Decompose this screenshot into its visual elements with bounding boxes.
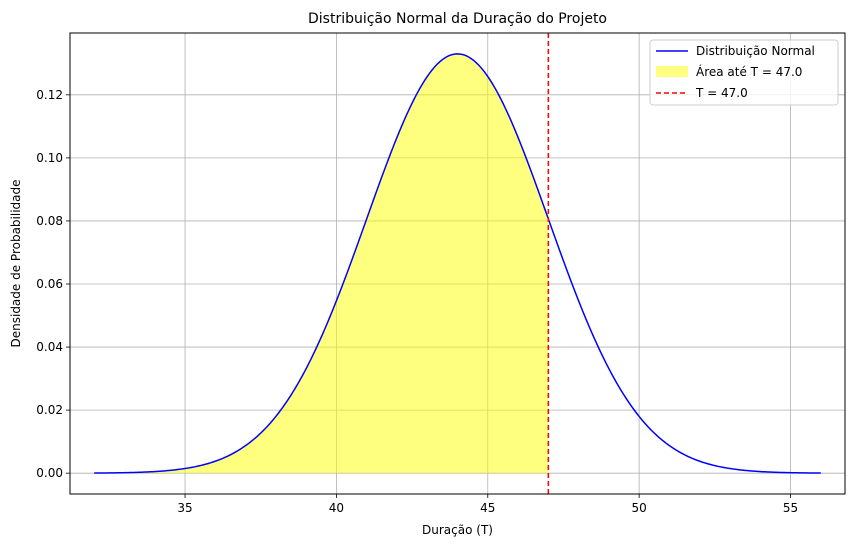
legend-label-area: Área até T = 47.0 (696, 64, 802, 79)
legend: Distribuição Normal Área até T = 47.0 T … (649, 39, 839, 106)
x-tick-label: 45 (480, 501, 495, 515)
legend-label-threshold: T = 47.0 (695, 86, 748, 100)
y-tick-label: 0.02 (36, 403, 63, 417)
x-tick-label: 55 (783, 501, 798, 515)
x-tick-label: 35 (177, 501, 192, 515)
y-tick-label: 0.06 (36, 277, 63, 291)
normal-curve-line (94, 53, 821, 474)
legend-box (649, 39, 839, 106)
y-tick-label: 0.04 (36, 340, 63, 354)
area-fill-layer (94, 53, 549, 474)
area-fill (94, 53, 549, 474)
x-axis-label: Duração (T) (422, 523, 493, 537)
y-axis-label: Densidade de Probabilidade (9, 179, 23, 347)
x-tick-label: 40 (329, 501, 344, 515)
chart-title: Distribuição Normal da Duração do Projet… (308, 11, 607, 27)
x-axis-ticks: 35 40 45 50 55 (177, 494, 798, 515)
y-tick-label: 0.10 (36, 151, 63, 165)
legend-label-curve: Distribuição Normal (696, 44, 815, 58)
y-axis-ticks: 0.00 0.02 0.04 0.06 0.08 0.10 0.12 (36, 88, 70, 480)
legend-fill-swatch (656, 66, 688, 77)
plot-frame (69, 32, 846, 495)
curve-layer (94, 53, 821, 474)
x-tick-label: 50 (632, 501, 647, 515)
y-tick-label: 0.00 (36, 466, 63, 480)
y-tick-label: 0.12 (36, 88, 63, 102)
y-tick-label: 0.08 (36, 214, 63, 228)
